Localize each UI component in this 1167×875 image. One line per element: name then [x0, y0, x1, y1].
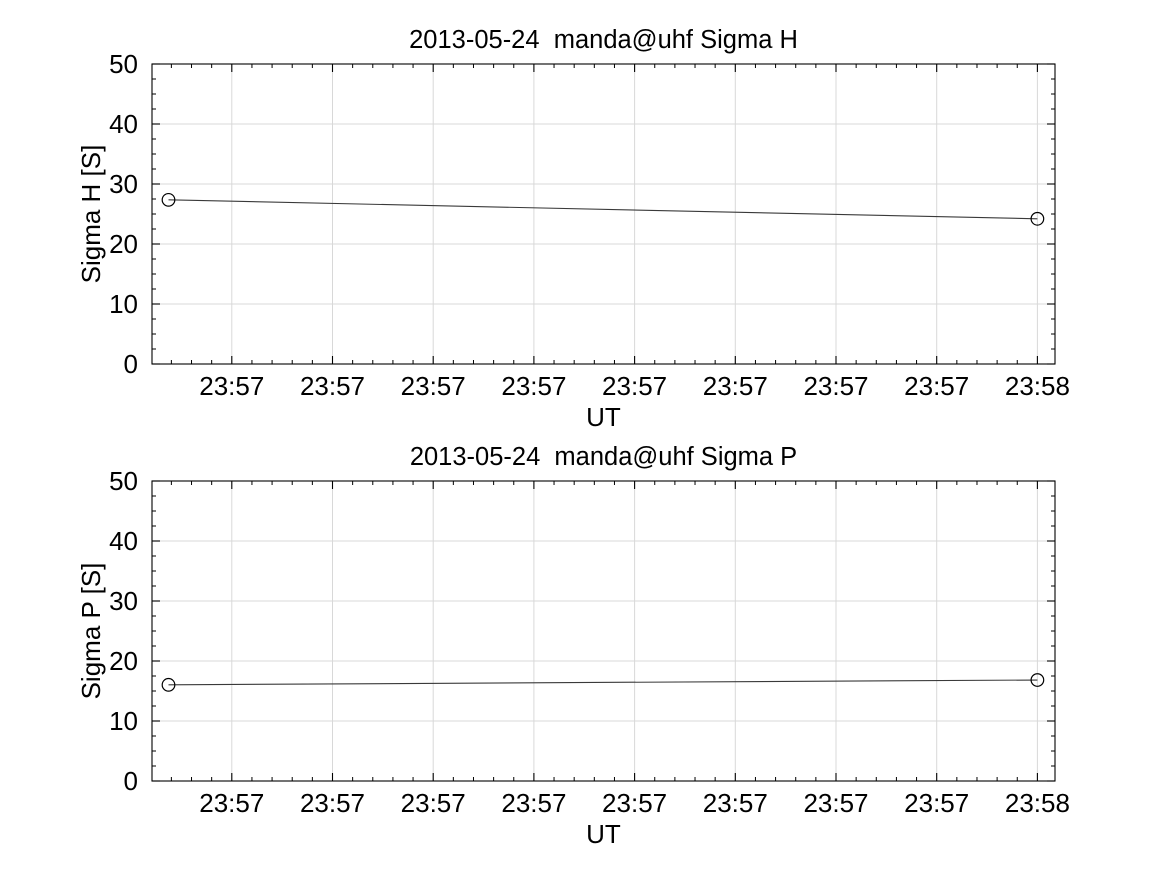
svg-text:10: 10 — [109, 289, 138, 319]
svg-text:UT: UT — [586, 819, 621, 849]
svg-text:40: 40 — [109, 109, 138, 139]
svg-text:20: 20 — [109, 646, 138, 676]
svg-text:23:57: 23:57 — [300, 788, 365, 818]
svg-text:23:57: 23:57 — [501, 371, 566, 401]
svg-text:23:57: 23:57 — [199, 788, 264, 818]
svg-text:23:57: 23:57 — [199, 371, 264, 401]
svg-text:23:57: 23:57 — [904, 788, 969, 818]
svg-text:50: 50 — [109, 49, 138, 79]
svg-text:23:57: 23:57 — [501, 788, 566, 818]
svg-text:40: 40 — [109, 526, 138, 556]
svg-text:UT: UT — [586, 402, 621, 432]
svg-text:23:58: 23:58 — [1005, 371, 1070, 401]
svg-text:0: 0 — [124, 766, 138, 796]
svg-text:50: 50 — [109, 466, 138, 496]
svg-text:23:57: 23:57 — [300, 371, 365, 401]
svg-text:23:57: 23:57 — [602, 788, 667, 818]
svg-text:23:57: 23:57 — [703, 788, 768, 818]
svg-text:2013-05-24 manda@uhf Sigma H: 2013-05-24 manda@uhf Sigma H — [409, 26, 798, 54]
svg-text:23:57: 23:57 — [904, 371, 969, 401]
svg-text:Sigma H [S]: Sigma H [S] — [76, 145, 106, 284]
svg-text:Sigma P [S]: Sigma P [S] — [76, 563, 106, 700]
svg-text:2013-05-24 manda@uhf Sigma P: 2013-05-24 manda@uhf Sigma P — [410, 443, 797, 471]
svg-text:0: 0 — [124, 349, 138, 379]
svg-text:23:57: 23:57 — [602, 371, 667, 401]
svg-text:30: 30 — [109, 169, 138, 199]
svg-text:30: 30 — [109, 586, 138, 616]
svg-text:23:57: 23:57 — [401, 371, 466, 401]
svg-text:23:57: 23:57 — [401, 788, 466, 818]
svg-text:23:57: 23:57 — [803, 371, 868, 401]
svg-text:23:58: 23:58 — [1005, 788, 1070, 818]
svg-text:20: 20 — [109, 229, 138, 259]
svg-text:23:57: 23:57 — [803, 788, 868, 818]
svg-text:10: 10 — [109, 706, 138, 736]
svg-text:23:57: 23:57 — [703, 371, 768, 401]
